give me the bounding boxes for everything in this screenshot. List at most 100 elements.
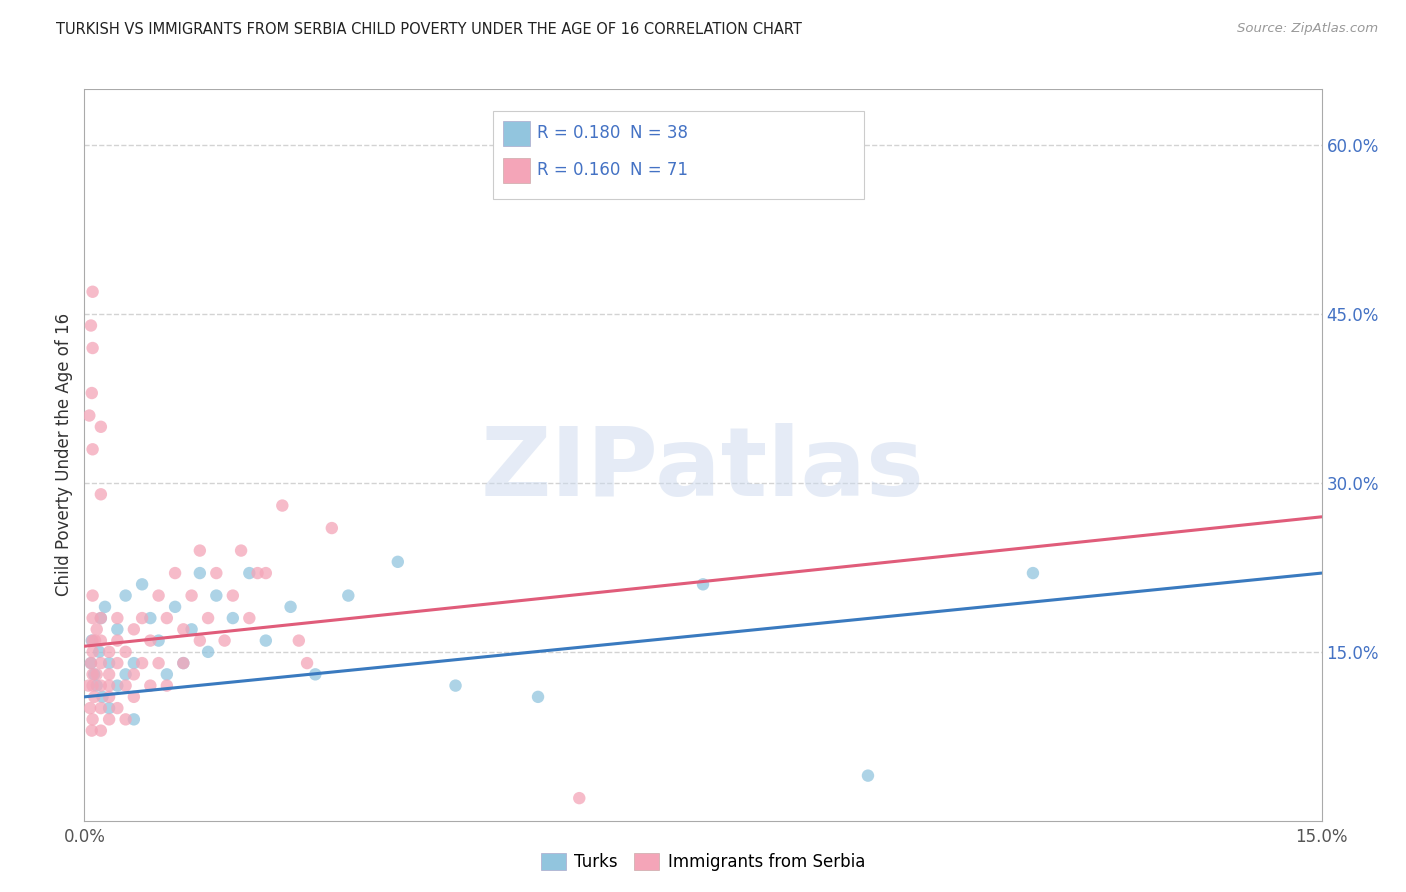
Text: Source: ZipAtlas.com: Source: ZipAtlas.com [1237,22,1378,36]
Point [114,645,136,659]
Text: TURKISH VS IMMIGRANTS FROM SERBIA CHILD POVERTY UNDER THE AGE OF 16 CORRELATION : TURKISH VS IMMIGRANTS FROM SERBIA CHILD … [56,22,801,37]
Point [238,611,260,625]
Point [122,623,145,637]
Point [79,701,101,715]
Point [280,599,302,614]
Point [105,623,128,637]
Point [254,633,277,648]
Point [90,419,112,434]
Point [80,723,103,738]
Point [222,611,245,625]
Point [222,589,245,603]
Legend: Turks, Immigrants from Serbia: Turks, Immigrants from Serbia [534,847,872,878]
Point [444,679,467,693]
Point [82,712,104,726]
Point [527,690,550,704]
Point [98,679,121,693]
Point [83,690,105,704]
Point [122,690,145,704]
Text: N = 71: N = 71 [630,161,688,179]
Point [80,656,103,670]
Point [89,645,111,659]
Point [82,442,104,457]
Point [98,656,121,670]
Point [1022,566,1045,580]
Point [86,667,108,681]
Point [197,645,219,659]
Point [131,656,153,670]
Y-axis label: Child Poverty Under the Age of 16: Child Poverty Under the Age of 16 [55,313,73,597]
Point [90,487,112,501]
Point [98,667,121,681]
Point [83,667,105,681]
Point [172,656,194,670]
Point [91,690,114,704]
Point [80,318,103,333]
Point [90,723,112,738]
Text: ZIPatlas: ZIPatlas [481,423,925,516]
Point [105,611,128,625]
Point [82,589,104,603]
Point [90,611,112,625]
Point [205,566,228,580]
Point [105,633,128,648]
Point [304,667,326,681]
Point [139,611,162,625]
Point [90,656,112,670]
Point [288,633,311,648]
Point [105,701,128,715]
Point [205,589,228,603]
Point [77,679,100,693]
Point [114,589,136,603]
Point [98,712,121,726]
Point [82,341,104,355]
Point [148,656,170,670]
Point [114,712,136,726]
Point [90,611,112,625]
Point [90,679,112,693]
Point [156,679,179,693]
Point [568,791,591,805]
Point [165,566,187,580]
Point [82,645,104,659]
Point [82,679,104,693]
Point [165,599,187,614]
Point [131,577,153,591]
Point [98,645,121,659]
Point [188,566,211,580]
Point [105,656,128,670]
Point [856,769,879,783]
Point [156,667,179,681]
Point [180,623,202,637]
Point [148,589,170,603]
Point [148,633,170,648]
Point [82,633,104,648]
Point [246,566,269,580]
Point [139,679,162,693]
Point [82,285,104,299]
Point [105,679,128,693]
Point [122,712,145,726]
Point [139,633,162,648]
Point [122,667,145,681]
Point [180,589,202,603]
Point [82,667,104,681]
Point [84,633,107,648]
Point [131,611,153,625]
Point [79,409,101,423]
Point [98,690,121,704]
Point [80,633,103,648]
Point [238,566,260,580]
Point [254,566,277,580]
Point [387,555,409,569]
Point [321,521,343,535]
Point [197,611,219,625]
Point [90,701,112,715]
Point [90,633,112,648]
Point [86,679,108,693]
Point [229,543,252,558]
Point [214,633,236,648]
Point [122,656,145,670]
Point [337,589,360,603]
Point [114,679,136,693]
